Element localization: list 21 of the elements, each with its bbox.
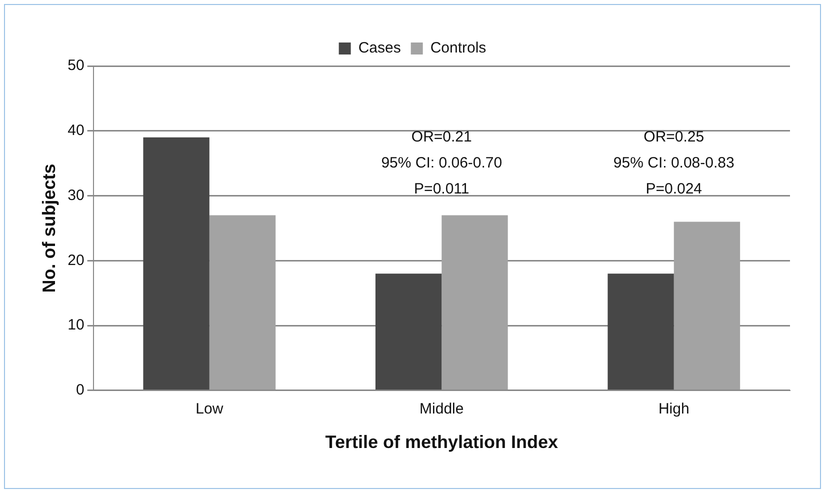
- y-tick-label: 40: [68, 122, 84, 140]
- y-tick-label: 50: [68, 57, 84, 74]
- y-axis-title: No. of subjects: [38, 164, 59, 293]
- legend-label: Controls: [430, 40, 486, 57]
- bar: [442, 215, 508, 390]
- x-tick-label: Middle: [420, 400, 464, 418]
- bar: [375, 274, 442, 390]
- y-tick-label: 30: [68, 186, 84, 204]
- y-tick-label: 10: [68, 316, 84, 334]
- bar: [608, 274, 674, 390]
- x-tick-label: Low: [196, 400, 224, 418]
- annotation: OR=0.21 95% CI: 0.06-0.70 P=0.011: [381, 128, 502, 198]
- bar: [674, 222, 740, 390]
- bar: [209, 215, 276, 390]
- y-tick-label: 20: [68, 252, 84, 269]
- x-tick-label: High: [658, 400, 690, 418]
- x-axis-title: Tertile of methylation Index: [325, 432, 558, 452]
- annotation: OR=0.25 95% CI: 0.08-0.83 P=0.024: [613, 128, 734, 198]
- y-tick-label: 0: [76, 382, 84, 399]
- bar: [143, 137, 210, 390]
- legend-label: Cases: [358, 40, 401, 57]
